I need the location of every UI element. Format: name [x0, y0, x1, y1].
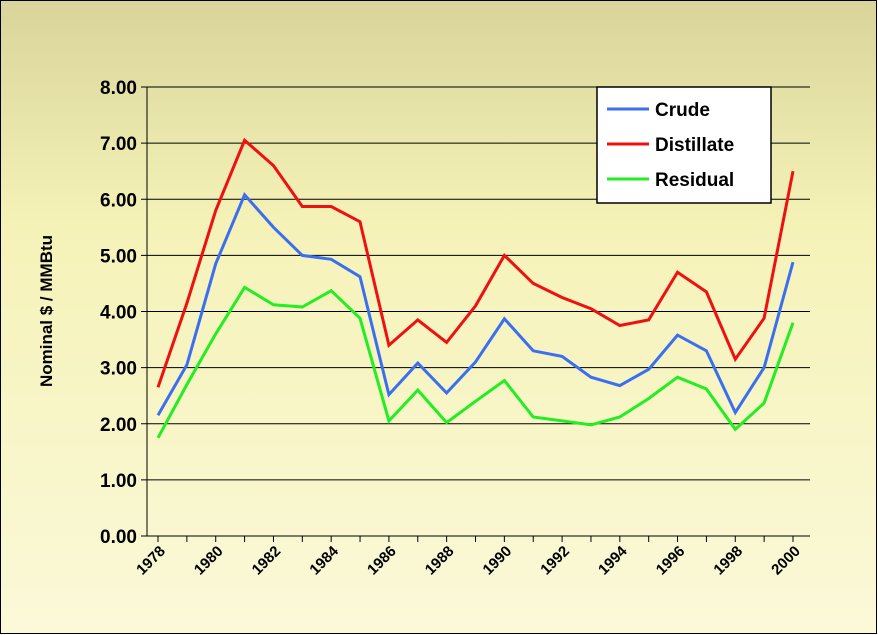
y-tick-label: 6.00 [100, 190, 137, 211]
series-line [156, 192, 795, 417]
y-tick-label: 1.00 [100, 471, 137, 492]
y-tick-label: 2.00 [100, 415, 137, 436]
series-line [156, 285, 795, 439]
legend-label: Crude [655, 100, 710, 121]
y-tick-label: 0.00 [100, 527, 137, 548]
y-tick-label: 7.00 [100, 134, 137, 155]
y-tick-label: 4.00 [100, 303, 137, 324]
legend-label: Residual [655, 170, 734, 191]
y-axis-label: Nominal $ / MMBtu [37, 235, 56, 387]
legend-label: Distillate [655, 135, 734, 156]
y-tick-label: 8.00 [100, 78, 137, 99]
y-tick-label: 5.00 [100, 246, 137, 267]
series-line [156, 137, 795, 388]
y-tick-label: 3.00 [100, 359, 137, 380]
